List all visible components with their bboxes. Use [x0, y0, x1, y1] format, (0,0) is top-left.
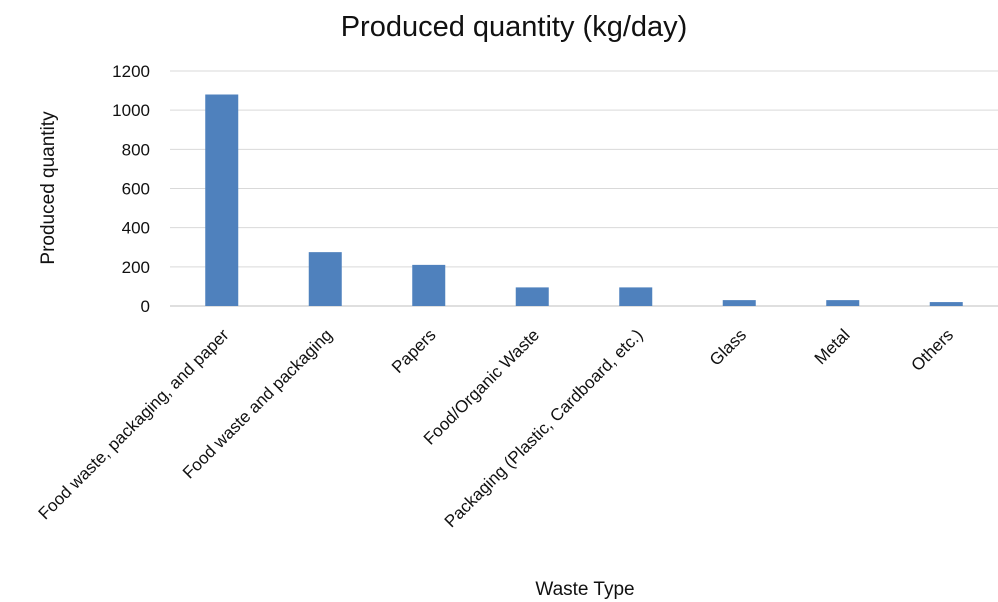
bar [619, 287, 653, 306]
y-axis-label: Produced quantity [38, 111, 59, 265]
x-category-label: Others [908, 325, 958, 375]
y-tick-label: 600 [122, 180, 150, 199]
x-category-label: Glass [706, 325, 750, 369]
y-tick-label: 1000 [112, 101, 150, 120]
x-category-label: Papers [388, 325, 440, 377]
x-axis-label: Waste Type [535, 579, 634, 600]
bar [412, 264, 446, 306]
bar [929, 302, 963, 306]
bar [308, 252, 342, 306]
y-tick-label: 0 [141, 297, 150, 316]
y-tick-label: 400 [122, 219, 150, 238]
bar [515, 287, 549, 306]
y-axis-ticks: 0 200 400 600 800 1000 1200 [112, 62, 150, 316]
bars [205, 94, 963, 306]
bar [722, 300, 756, 306]
chart-title: Produced quantity (kg/day) [341, 11, 688, 43]
x-category-label: Packaging (Plastic, Cardboard, etc.) [441, 325, 647, 531]
y-tick-label: 200 [122, 258, 150, 277]
bar [205, 94, 239, 306]
x-category-label: Food/Organic Waste [420, 325, 543, 448]
bar [826, 300, 860, 306]
y-tick-label: 800 [122, 140, 150, 159]
x-category-label: Food waste, packaging, and paper [35, 325, 233, 523]
x-category-label: Metal [811, 325, 854, 368]
gridlines [170, 70, 998, 307]
y-tick-label: 1200 [112, 62, 150, 81]
